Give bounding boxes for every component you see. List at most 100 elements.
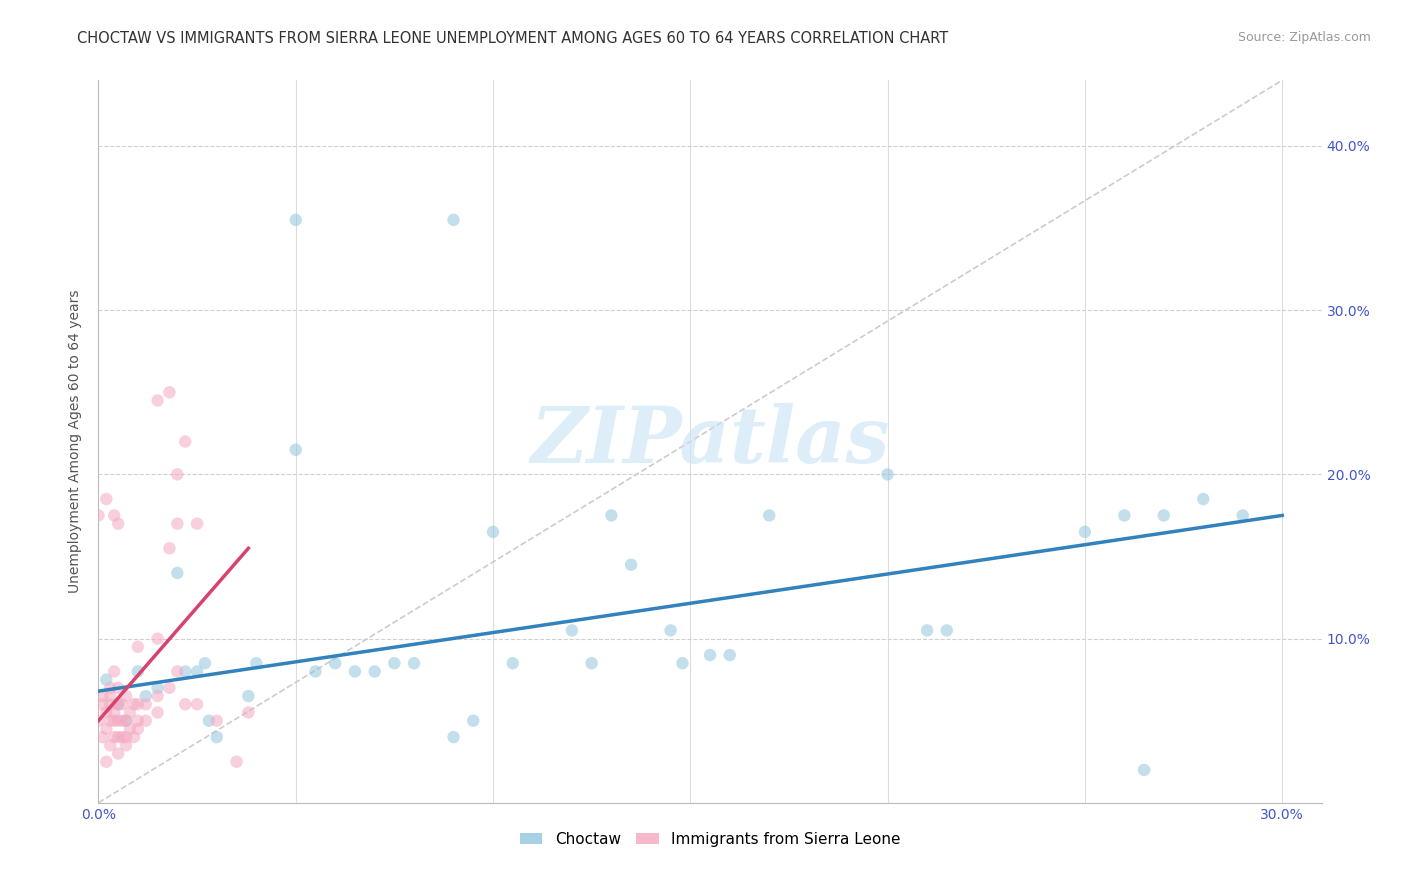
Point [98, 714, 121, 728]
Point [671, 657, 693, 671]
Point [443, 212, 465, 227]
Point [87, 508, 110, 523]
Text: CHOCTAW VS IMMIGRANTS FROM SIERRA LEONE UNEMPLOYMENT AMONG AGES 60 TO 64 YEARS C: CHOCTAW VS IMMIGRANTS FROM SIERRA LEONE … [77, 31, 949, 46]
Point [186, 516, 208, 531]
Point [96, 706, 118, 720]
Point [118, 722, 141, 736]
Point [127, 640, 149, 654]
Point [127, 722, 149, 736]
Point [135, 689, 157, 703]
Point [122, 698, 145, 712]
Point [98, 681, 121, 695]
Point [166, 467, 188, 482]
Point [174, 665, 197, 679]
Point [146, 706, 169, 720]
Point [174, 434, 197, 449]
Point [1114, 508, 1136, 523]
Point [166, 566, 188, 580]
Point [463, 714, 485, 728]
Point [98, 698, 121, 712]
Point [118, 706, 141, 720]
Point [96, 722, 118, 736]
Point [107, 698, 129, 712]
Point [107, 747, 129, 761]
Point [343, 665, 366, 679]
Point [96, 755, 118, 769]
Point [115, 730, 138, 744]
Point [103, 508, 125, 523]
Point [758, 508, 780, 523]
Point [205, 714, 228, 728]
Point [127, 698, 149, 712]
Point [146, 689, 169, 703]
Point [91, 689, 114, 703]
Point [323, 657, 346, 671]
Point [146, 632, 169, 646]
Point [103, 714, 125, 728]
Point [166, 516, 188, 531]
Point [620, 558, 643, 572]
Point [935, 624, 957, 638]
Point [159, 681, 181, 695]
Point [915, 624, 938, 638]
Point [115, 689, 138, 703]
Point [98, 739, 121, 753]
Point [238, 689, 260, 703]
Point [135, 714, 157, 728]
Point [581, 657, 603, 671]
Point [87, 714, 110, 728]
Point [205, 730, 228, 744]
Point [561, 624, 583, 638]
Point [115, 714, 138, 728]
Point [135, 698, 157, 712]
Point [876, 467, 898, 482]
Point [107, 730, 129, 744]
Point [166, 665, 188, 679]
Point [482, 524, 505, 539]
Point [107, 681, 129, 695]
Point [91, 698, 114, 712]
Point [127, 665, 149, 679]
Point [159, 385, 181, 400]
Point [600, 508, 623, 523]
Point [159, 541, 181, 556]
Point [122, 730, 145, 744]
Point [404, 657, 426, 671]
Point [304, 665, 326, 679]
Point [1133, 763, 1156, 777]
Point [284, 442, 307, 457]
Text: Source: ZipAtlas.com: Source: ZipAtlas.com [1237, 31, 1371, 45]
Point [98, 689, 121, 703]
Text: ZIPatlas: ZIPatlas [530, 403, 890, 480]
Point [225, 755, 247, 769]
Point [186, 698, 208, 712]
Point [107, 698, 129, 712]
Point [718, 648, 741, 662]
Point [111, 698, 134, 712]
Point [107, 516, 129, 531]
Point [198, 714, 221, 728]
Point [245, 657, 267, 671]
Point [115, 714, 138, 728]
Point [115, 739, 138, 753]
Point [502, 657, 524, 671]
Point [382, 657, 405, 671]
Point [127, 714, 149, 728]
Point [699, 648, 721, 662]
Legend: Choctaw, Immigrants from Sierra Leone: Choctaw, Immigrants from Sierra Leone [513, 826, 907, 853]
Point [1074, 524, 1097, 539]
Point [363, 665, 385, 679]
Point [103, 706, 125, 720]
Point [284, 212, 307, 227]
Point [96, 491, 118, 506]
Point [194, 657, 217, 671]
Point [111, 730, 134, 744]
Point [659, 624, 682, 638]
Point [186, 665, 208, 679]
Point [238, 706, 260, 720]
Point [103, 730, 125, 744]
Point [107, 714, 129, 728]
Point [96, 673, 118, 687]
Y-axis label: Unemployment Among Ages 60 to 64 years: Unemployment Among Ages 60 to 64 years [69, 290, 83, 593]
Point [91, 730, 114, 744]
